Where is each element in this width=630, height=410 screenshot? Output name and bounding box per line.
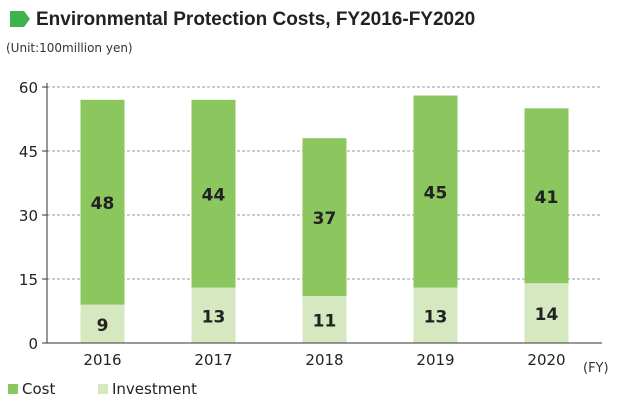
y-tick-label: 45 xyxy=(19,143,38,161)
data-label-investment: 9 xyxy=(97,316,109,336)
y-tick-label: 0 xyxy=(28,335,38,353)
data-label-cost: 48 xyxy=(91,194,115,214)
data-label-cost: 44 xyxy=(202,186,226,206)
legend-cost-swatch xyxy=(8,384,18,394)
x-tick-label: 2020 xyxy=(527,351,565,369)
y-tick-label: 30 xyxy=(19,207,38,225)
bar-cost-2016 xyxy=(80,99,125,305)
bars: 9 48 13 44 11 37 13 45 14 41 xyxy=(80,95,569,343)
bar-investment-2019 xyxy=(413,287,458,343)
bar-investment-2020 xyxy=(524,283,569,343)
bar-cost-2020 xyxy=(524,108,569,284)
data-label-investment: 13 xyxy=(202,307,226,327)
legend-investment-label: Investment xyxy=(112,380,197,398)
x-tick-label: 2016 xyxy=(83,351,121,369)
bar-cost-2018 xyxy=(302,138,347,297)
axes: 0 15 30 45 60 2016 2017 2018 2019 2020 xyxy=(19,79,602,369)
unit-label: (Unit:100million yen) xyxy=(6,41,133,55)
bar-investment-2017 xyxy=(191,287,236,343)
x-tick-label: 2019 xyxy=(416,351,454,369)
chart-title: Environmental Protection Costs, FY2016-F… xyxy=(36,9,475,30)
legend: Cost Investment xyxy=(8,380,197,398)
legend-cost-label: Cost xyxy=(22,380,55,398)
x-tick-label: 2017 xyxy=(194,351,232,369)
legend-investment-swatch xyxy=(98,384,108,394)
y-tick-label: 15 xyxy=(19,271,38,289)
bar-cost-2017 xyxy=(191,99,236,288)
y-tick-label: 60 xyxy=(19,79,38,97)
data-label-cost: 37 xyxy=(313,209,337,229)
data-label-investment: 14 xyxy=(535,305,559,325)
bar-cost-2019 xyxy=(413,95,458,288)
data-label-investment: 13 xyxy=(424,307,448,327)
bar-investment-2018 xyxy=(302,296,347,343)
bar-investment-2016 xyxy=(80,304,125,343)
title-marker-icon xyxy=(10,11,30,27)
x-tick-label: 2018 xyxy=(305,351,343,369)
data-label-cost: 45 xyxy=(424,184,448,204)
x-unit-label: (FY) xyxy=(583,361,609,376)
data-label-cost: 41 xyxy=(535,188,559,208)
data-label-investment: 11 xyxy=(313,312,337,332)
